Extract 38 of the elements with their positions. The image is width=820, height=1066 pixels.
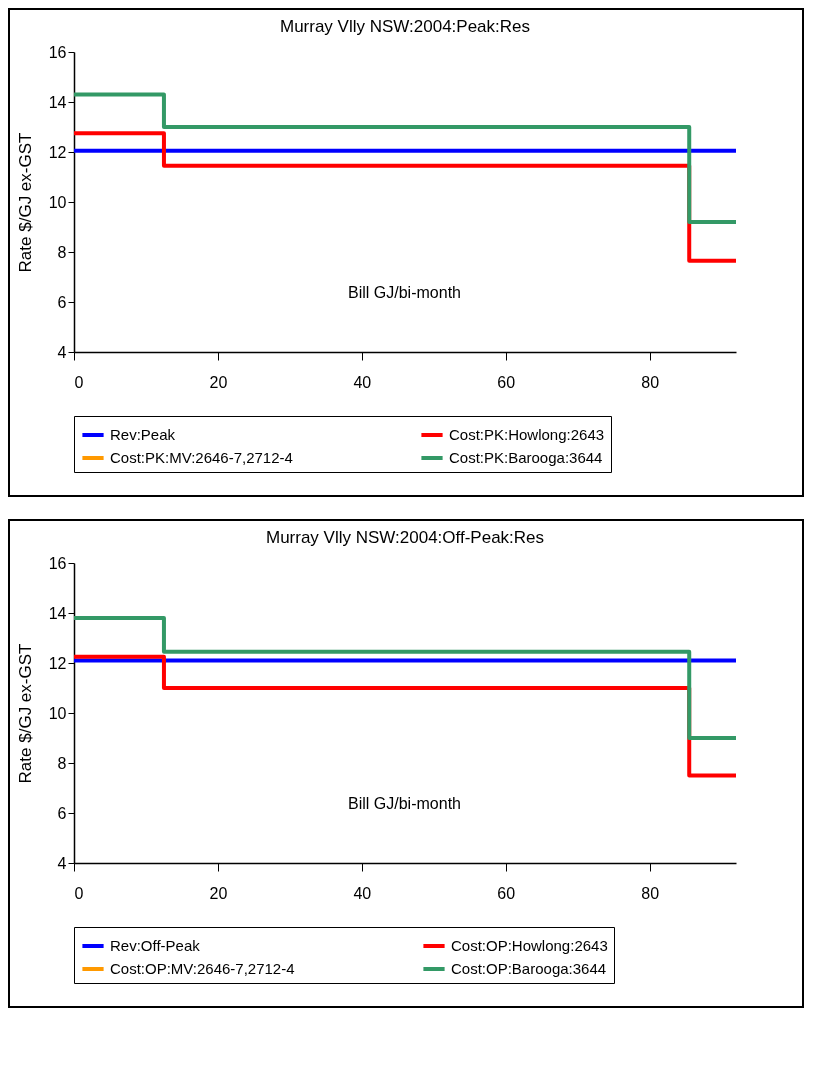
chart-title: Murray Vlly NSW:2004:Off-Peak:Res: [265, 528, 545, 547]
y-tick-label: 8: [57, 754, 67, 772]
legend-label: Rev:Peak: [110, 426, 176, 443]
y-tick-label: 6: [57, 804, 67, 822]
y-axis-title: Rate $/GJ ex-GST: [15, 132, 35, 273]
legend-label: Cost:PK:MV:2646-7,2712-4: [110, 449, 293, 466]
legend-label: Cost:PK:Howlong:2643: [449, 426, 605, 443]
y-tick-label: 14: [48, 604, 67, 622]
x-tick-label: 0: [74, 884, 84, 902]
y-tick-label: 10: [48, 193, 67, 211]
chart-title: Murray Vlly NSW:2004:Peak:Res: [279, 17, 531, 36]
x-tick-label: 40: [353, 373, 372, 391]
x-tick-label: 80: [641, 373, 660, 391]
y-tick-label: 14: [48, 93, 67, 111]
y-tick-label: 12: [48, 143, 67, 161]
x-tick-label: 60: [497, 373, 516, 391]
legend-label: Cost:OP:Barooga:3644: [451, 960, 607, 977]
y-tick-label: 8: [57, 243, 67, 261]
x-tick-label: 60: [497, 884, 516, 902]
y-tick-label: 16: [48, 554, 67, 572]
y-tick-label: 4: [57, 343, 67, 361]
x-tick-label: 80: [641, 884, 660, 902]
y-tick-label: 12: [48, 654, 67, 672]
x-axis-title: Bill GJ/bi-month: [348, 283, 461, 301]
y-axis-title: Rate $/GJ ex-GST: [15, 643, 35, 784]
x-tick-label: 20: [209, 884, 228, 902]
y-tick-label: 6: [57, 293, 67, 311]
y-tick-label: 4: [57, 854, 67, 872]
y-tick-label: 10: [48, 704, 67, 722]
legend-label: Cost:OP:Howlong:2643: [451, 937, 608, 954]
x-tick-label: 0: [74, 373, 84, 391]
x-tick-label: 40: [353, 884, 372, 902]
legend-label: Cost:PK:Barooga:3644: [449, 449, 603, 466]
x-axis-title: Bill GJ/bi-month: [348, 794, 461, 812]
x-tick-label: 20: [209, 373, 228, 391]
y-tick-label: 16: [48, 43, 67, 61]
legend-label: Rev:Off-Peak: [110, 937, 201, 954]
legend-label: Cost:OP:MV:2646-7,2712-4: [110, 960, 295, 977]
